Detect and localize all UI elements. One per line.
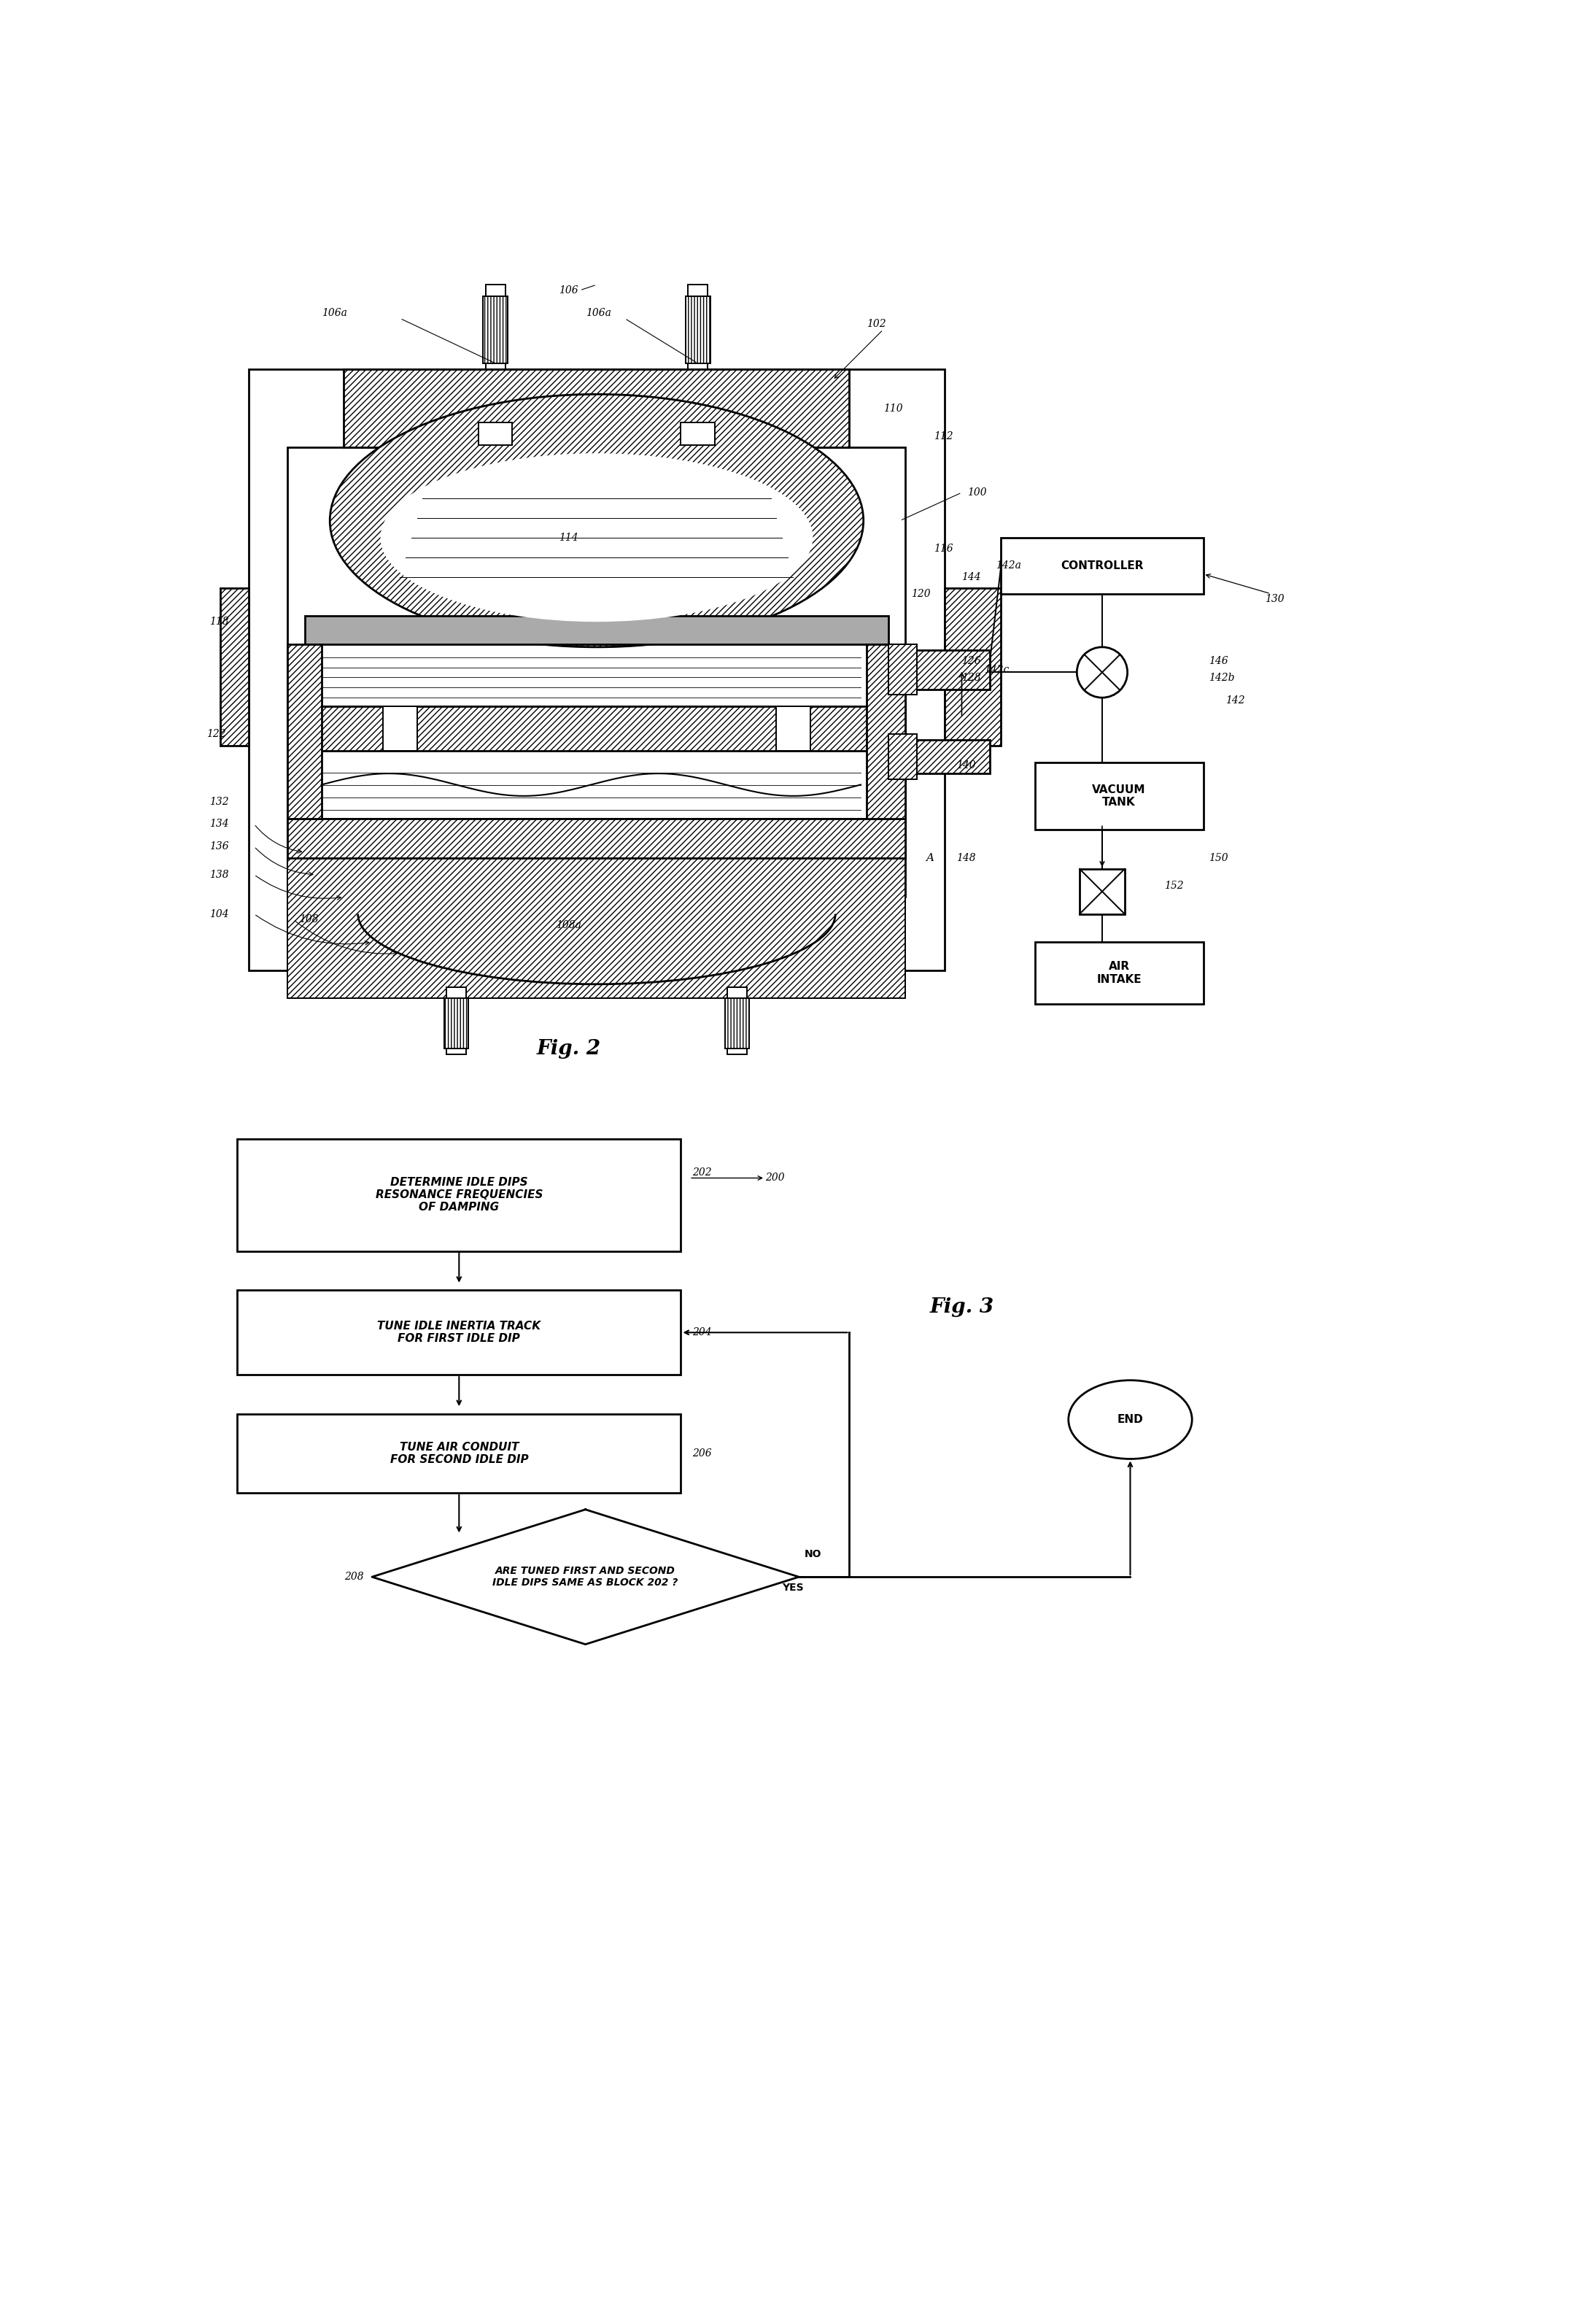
Bar — [220, 587, 249, 745]
Bar — [905, 650, 990, 689]
Bar — [447, 986, 466, 1054]
Text: CONTROLLER: CONTROLLER — [1061, 559, 1144, 571]
Text: ARE TUNED FIRST AND SECOND
IDLE DIPS SAME AS BLOCK 202 ?: ARE TUNED FIRST AND SECOND IDLE DIPS SAM… — [493, 1567, 678, 1588]
Text: 152: 152 — [1163, 880, 1183, 891]
Text: Fig. 2: Fig. 2 — [536, 1040, 600, 1058]
Text: 204: 204 — [693, 1328, 712, 1337]
Bar — [287, 448, 905, 898]
Bar — [287, 859, 905, 998]
Bar — [889, 645, 916, 694]
Bar — [725, 998, 750, 1049]
Text: 144: 144 — [962, 571, 982, 583]
Bar — [444, 998, 469, 1049]
Bar — [1001, 538, 1203, 594]
Text: 208: 208 — [345, 1571, 364, 1583]
Text: 126: 126 — [962, 657, 982, 666]
Text: 104: 104 — [209, 910, 228, 919]
Text: 146: 146 — [1208, 657, 1229, 666]
Bar — [343, 369, 849, 448]
Text: NO: NO — [804, 1548, 822, 1560]
Text: Fig. 3: Fig. 3 — [929, 1297, 994, 1316]
Bar — [484, 297, 508, 364]
Text: 130: 130 — [1266, 594, 1285, 603]
Text: 200: 200 — [764, 1172, 785, 1184]
Bar — [1034, 761, 1203, 829]
Bar — [238, 1140, 681, 1251]
Bar — [305, 615, 889, 645]
Text: VACUUM
TANK: VACUUM TANK — [1092, 784, 1146, 808]
Text: 128: 128 — [962, 673, 982, 682]
Bar — [905, 740, 990, 773]
Text: A: A — [926, 852, 934, 863]
Text: YES: YES — [782, 1583, 804, 1592]
Bar — [249, 369, 945, 970]
Bar — [287, 706, 905, 752]
Text: 106a: 106a — [321, 309, 346, 318]
Text: 142b: 142b — [1208, 673, 1235, 682]
Text: 106a: 106a — [586, 309, 611, 318]
Text: 112: 112 — [934, 432, 953, 441]
Text: 138: 138 — [209, 870, 228, 880]
Text: 108a: 108a — [555, 919, 581, 931]
Bar — [287, 645, 321, 819]
Bar — [867, 645, 905, 819]
Text: 110: 110 — [883, 404, 902, 413]
Text: 120: 120 — [911, 590, 930, 599]
Bar — [479, 422, 512, 446]
Bar — [776, 706, 811, 752]
Ellipse shape — [330, 395, 863, 648]
Text: 100: 100 — [967, 487, 986, 497]
Text: AIR
INTAKE: AIR INTAKE — [1096, 961, 1141, 984]
Text: 140: 140 — [956, 759, 975, 771]
Polygon shape — [372, 1509, 800, 1643]
Text: 136: 136 — [209, 843, 228, 852]
Text: TUNE AIR CONDUIT
FOR SECOND IDLE DIP: TUNE AIR CONDUIT FOR SECOND IDLE DIP — [389, 1441, 528, 1465]
Text: 102: 102 — [867, 318, 886, 330]
Bar — [238, 1413, 681, 1492]
Bar — [945, 587, 1001, 745]
Bar — [287, 819, 905, 859]
Bar — [485, 285, 506, 369]
Text: 118: 118 — [209, 617, 228, 627]
Bar — [685, 297, 710, 364]
Text: 134: 134 — [209, 819, 228, 829]
Text: 206: 206 — [693, 1448, 712, 1458]
Bar — [688, 285, 709, 369]
Bar — [681, 422, 715, 446]
Bar — [889, 733, 916, 780]
Bar — [383, 706, 417, 752]
Text: 132: 132 — [209, 796, 228, 808]
Text: 106: 106 — [559, 285, 578, 295]
Text: 142a: 142a — [996, 559, 1021, 571]
Text: 150: 150 — [1208, 852, 1229, 863]
Bar — [305, 752, 878, 819]
Text: END: END — [1117, 1413, 1143, 1425]
Text: 116: 116 — [934, 543, 953, 555]
Text: 142: 142 — [1226, 696, 1245, 706]
Ellipse shape — [1068, 1381, 1192, 1460]
Bar — [726, 986, 747, 1054]
Text: 202: 202 — [693, 1167, 712, 1177]
Bar — [238, 1290, 681, 1374]
Text: 114: 114 — [559, 532, 578, 543]
Circle shape — [1077, 648, 1127, 699]
Text: 148: 148 — [956, 852, 975, 863]
Text: 122: 122 — [206, 729, 225, 740]
Bar — [1079, 868, 1125, 914]
Ellipse shape — [380, 453, 812, 622]
Text: 142c: 142c — [985, 664, 1009, 675]
Text: 108: 108 — [298, 914, 318, 924]
Text: TUNE IDLE INERTIA TRACK
FOR FIRST IDLE DIP: TUNE IDLE INERTIA TRACK FOR FIRST IDLE D… — [377, 1321, 541, 1344]
Text: DETERMINE IDLE DIPS
RESONANCE FREQUENCIES
OF DAMPING: DETERMINE IDLE DIPS RESONANCE FREQUENCIE… — [375, 1177, 543, 1214]
Bar — [305, 645, 878, 706]
Bar — [1034, 942, 1203, 1005]
